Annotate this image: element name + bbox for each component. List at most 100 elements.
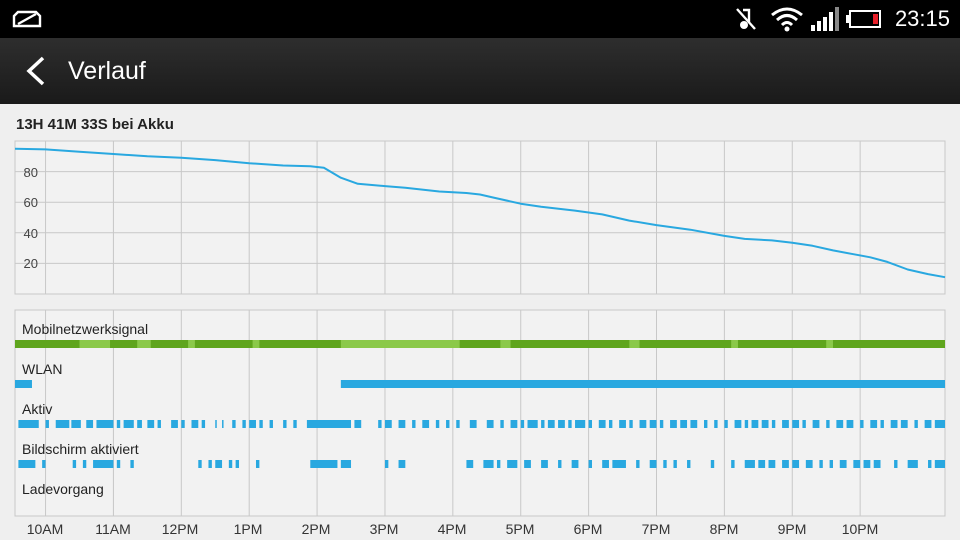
activity-bar-segment xyxy=(649,420,657,428)
activity-bar-segment xyxy=(520,420,525,428)
activity-bar-segment xyxy=(171,420,178,428)
activity-bar-segment xyxy=(771,420,776,428)
back-button[interactable] xyxy=(10,46,60,96)
activity-bar-segment xyxy=(792,420,800,428)
activity-bar-segment xyxy=(670,420,677,428)
activity-bar-segment xyxy=(483,460,494,468)
activity-bar-segment xyxy=(398,420,406,428)
y-tick-label: 80 xyxy=(23,165,38,180)
x-tick-label: 2PM xyxy=(301,521,331,537)
signal-bar-segment xyxy=(500,340,511,348)
activity-bar-segment xyxy=(853,460,861,468)
activity-bar-segment xyxy=(232,420,236,428)
activity-bar-segment xyxy=(157,420,161,428)
activity-bar-segment xyxy=(571,460,579,468)
x-tick-label: 12PM xyxy=(161,521,199,537)
activity-bar-segment xyxy=(900,420,908,428)
activity-bar-segment xyxy=(870,420,878,428)
activity-bar-segment xyxy=(116,420,121,428)
signal-bar-segment xyxy=(629,340,640,348)
row-label-wlan: WLAN xyxy=(22,361,63,377)
activity-bar-segment xyxy=(598,420,606,428)
activity-bar-segment xyxy=(588,420,593,428)
x-tick-label: 1PM xyxy=(233,521,263,537)
activity-bar-segment xyxy=(269,420,273,428)
battery-low-icon xyxy=(846,0,882,38)
activity-bar-segment xyxy=(456,420,460,428)
activity-bar-segment xyxy=(758,460,766,468)
activity-bar-segment xyxy=(710,460,715,468)
activity-bar-segment xyxy=(541,420,545,428)
activity-bar-segment xyxy=(575,420,586,428)
activity-bar-segment xyxy=(782,420,789,428)
signal-bar-segment xyxy=(137,340,151,348)
activity-bar-segment xyxy=(863,460,871,468)
activity-bar-segment xyxy=(496,460,501,468)
activity-bar-segment xyxy=(751,420,759,428)
activity-bar-segment xyxy=(215,420,217,428)
silent-mode-icon xyxy=(734,0,758,38)
signal-bar-segment xyxy=(79,340,111,348)
activity-bar-segment xyxy=(524,460,531,468)
y-tick-label: 20 xyxy=(23,256,38,271)
activity-bar-segment xyxy=(15,380,32,388)
activity-bar-segment xyxy=(629,420,633,428)
activity-bar-segment xyxy=(636,460,640,468)
activity-bar-segment xyxy=(306,420,352,428)
battery-plot-area xyxy=(14,140,946,295)
x-tick-label: 3PM xyxy=(369,521,399,537)
activity-bar-segment xyxy=(310,460,338,468)
status-time: 23:15 xyxy=(894,6,950,31)
activity-bar-segment xyxy=(384,460,389,468)
activity-bar-segment xyxy=(242,420,246,428)
activity-bar-segment xyxy=(235,460,240,468)
activity-bar-segment xyxy=(228,460,233,468)
activity-bar-segment xyxy=(293,420,297,428)
row-label-charging: Ladevorgang xyxy=(22,481,104,497)
activity-bar-segment xyxy=(255,460,260,468)
activity-bar-segment xyxy=(72,460,77,468)
activity-bar-segment xyxy=(116,460,121,468)
activity-bar-segment xyxy=(873,460,881,468)
activity-bar-segment xyxy=(510,420,518,428)
activity-bar-segment xyxy=(398,460,406,468)
activity-bar-segment xyxy=(894,460,898,468)
y-tick-label: 40 xyxy=(23,226,38,241)
activity-bar-segment xyxy=(340,460,352,468)
activity-bar-segment xyxy=(924,420,932,428)
x-tick-label: 8PM xyxy=(709,521,739,537)
activity-bar-segment xyxy=(283,420,287,428)
activity-bar-segment xyxy=(812,420,820,428)
status-bar: 23:15 xyxy=(0,0,960,38)
activity-bar-segment xyxy=(18,460,36,468)
activity-bar-segment xyxy=(608,420,613,428)
activity-bar-segment xyxy=(768,460,776,468)
activity-bar-segment xyxy=(82,460,87,468)
back-chevron-icon[interactable] xyxy=(23,55,47,87)
battery-level-line xyxy=(14,147,946,279)
y-tick-label: 60 xyxy=(23,195,38,210)
activity-bar-segment xyxy=(639,420,647,428)
wifi-icon xyxy=(770,0,804,38)
activity-bar-segment xyxy=(208,460,212,468)
activity-bar-segment xyxy=(45,420,49,428)
signal-icon xyxy=(810,0,840,38)
activity-bar-segment xyxy=(507,460,518,468)
activity-bar-segment xyxy=(734,420,742,428)
activity-bar-segment xyxy=(547,420,555,428)
signal-bar-segment xyxy=(252,340,260,348)
activity-bar-segment xyxy=(201,420,206,428)
activity-bar-segment xyxy=(422,420,430,428)
activity-bar-segment xyxy=(354,420,362,428)
activity-bar-segment xyxy=(486,420,494,428)
activity-bar-segment xyxy=(829,460,833,468)
activity-bar-segment xyxy=(839,460,847,468)
activity-bar-segment xyxy=(466,460,474,468)
activity-bar-segment xyxy=(259,420,263,428)
activity-bar-segment xyxy=(568,420,572,428)
activity-bar-segment xyxy=(86,420,94,428)
activity-bar-segment xyxy=(914,420,918,428)
x-tick-label: 5PM xyxy=(505,521,535,537)
activity-bar-segment xyxy=(714,420,718,428)
activity-bar-segment xyxy=(724,420,728,428)
